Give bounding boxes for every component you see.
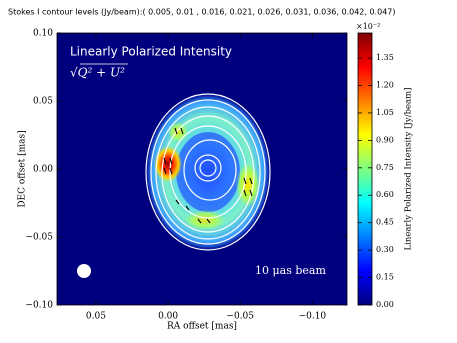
x-tick-label: 0.05 [86,312,106,322]
colorbar-tick-label: 0.60 [376,190,394,199]
colorbar-tick-label: 0.15 [376,273,394,282]
annotation: 10 μas beam [255,264,326,277]
annotation: √Q² + U² [70,66,125,80]
colorbar-exponent: ×10⁻² [356,22,380,31]
colorbar-tick-label: 1.35 [376,53,394,62]
colorbar-tick-label: 0.75 [376,163,394,172]
colorbar-tick-label: 1.20 [376,80,394,89]
y-tick-label: −0.05 [25,233,53,243]
colorbar-label: Linearly Polarized Intensity [Jy/beam] [404,88,414,251]
annotation: Linearly Polarized Intensity [70,45,232,59]
x-tick-label: 0.00 [158,312,178,322]
x-tick-label: −0.05 [226,312,254,322]
y-tick-label: 0.10 [33,29,53,39]
colorbar-tick-label: 0.30 [376,245,394,254]
colorbar-tick-label: 0.45 [376,218,394,227]
polarization-ticks [163,127,253,224]
colorbar-tick-label: 0.00 [376,300,394,309]
chart-title: Stokes I contour levels (Jy/beam):( 0.00… [8,8,396,17]
image [57,33,347,305]
x-tick-label: −0.10 [299,312,327,322]
y-axis-label: DEC offset [mas] [18,130,28,207]
y-tick-label: −0.10 [25,301,53,311]
colorbar-tick-label: 1.05 [376,108,394,117]
colorbar-tick-label: 0.90 [376,135,394,144]
y-tick-label: 0.00 [33,165,53,175]
y-tick-label: 0.05 [33,97,53,107]
x-axis-label: RA offset [mas] [167,322,237,332]
colorbar [357,32,373,306]
